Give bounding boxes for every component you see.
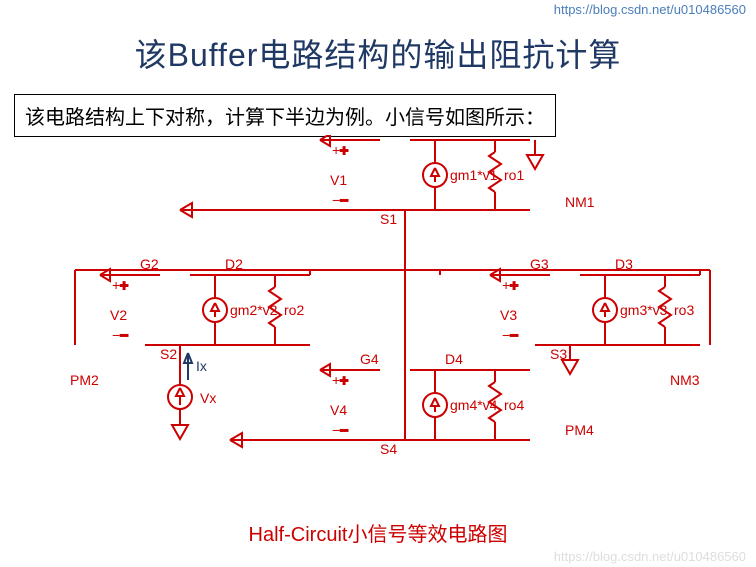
- svg-text:D2: D2: [225, 256, 243, 272]
- label-pm4: PM4: [565, 422, 594, 438]
- svg-text:+: +: [332, 372, 340, 388]
- schematic-svg: + −: [10, 135, 746, 515]
- watermark-bottom: https://blog.csdn.net/u010486560: [554, 549, 746, 564]
- subtitle-box: 该电路结构上下对称，计算下半边为例。小信号如图所示：: [14, 94, 556, 137]
- svg-text:ro4: ro4: [504, 397, 524, 413]
- svg-text:gm4*v4: gm4*v4: [450, 397, 498, 413]
- svg-text:V2: V2: [110, 307, 127, 323]
- label-pm2: PM2: [70, 372, 99, 388]
- svg-text:G4: G4: [360, 351, 379, 367]
- svg-text:+: +: [502, 277, 510, 293]
- watermark-top-link[interactable]: https://blog.csdn.net/u010486560: [554, 2, 746, 17]
- svg-text:S1: S1: [380, 211, 397, 227]
- svg-text:D1: D1: [445, 135, 463, 137]
- svg-text:D3: D3: [615, 256, 633, 272]
- svg-text:gm1*v1: gm1*v1: [450, 167, 498, 183]
- watermark-top-text: https://blog.csdn.net/u010486560: [554, 2, 746, 17]
- svg-text:G1: G1: [360, 135, 379, 137]
- label-nm3: NM3: [670, 372, 700, 388]
- svg-text:+: +: [112, 277, 120, 293]
- svg-text:G3: G3: [530, 256, 549, 272]
- svg-text:V3: V3: [500, 307, 517, 323]
- svg-text:V4: V4: [330, 402, 347, 418]
- svg-text:V1: V1: [330, 172, 347, 188]
- label-vx: Vx: [200, 390, 216, 406]
- svg-text:S2: S2: [160, 346, 177, 362]
- ix-arrow: Ix: [184, 353, 207, 380]
- svg-text:gm3*v3: gm3*v3: [620, 302, 668, 318]
- page-title: 该Buffer电路结构的输出阻抗计算: [0, 30, 756, 76]
- svg-text:gm2*v2: gm2*v2: [230, 302, 278, 318]
- svg-text:−: −: [502, 327, 510, 343]
- caption: Half-Circuit小信号等效电路图: [0, 518, 756, 547]
- svg-text:ro1: ro1: [504, 167, 524, 183]
- svg-text:S4: S4: [380, 441, 397, 457]
- svg-text:D4: D4: [445, 351, 463, 367]
- svg-text:S3: S3: [550, 346, 567, 362]
- svg-text:−: −: [112, 327, 120, 343]
- svg-text:−: −: [332, 192, 340, 208]
- svg-text:ro3: ro3: [674, 302, 694, 318]
- svg-text:ro2: ro2: [284, 302, 304, 318]
- svg-text:G2: G2: [140, 256, 159, 272]
- label-nm1: NM1: [565, 194, 595, 210]
- svg-text:−: −: [332, 422, 340, 438]
- label-ix: Ix: [196, 358, 207, 374]
- svg-text:+: +: [332, 142, 340, 158]
